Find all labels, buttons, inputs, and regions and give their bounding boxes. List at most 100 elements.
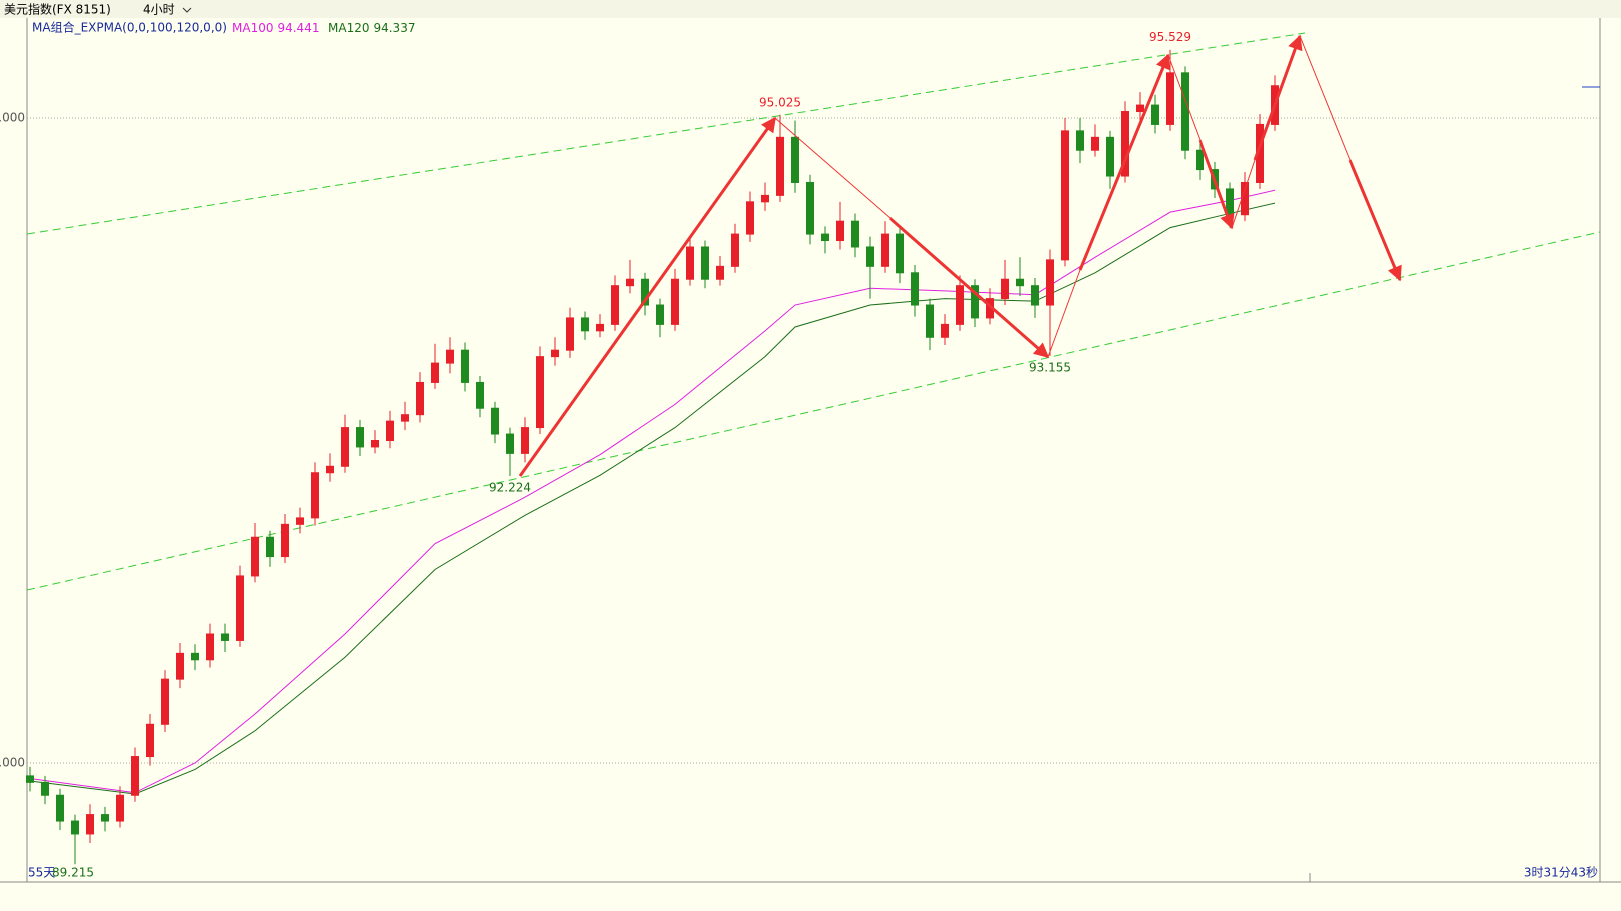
candle-body — [941, 323, 949, 338]
candle-body — [551, 349, 559, 358]
candle-body — [341, 427, 349, 467]
header-bar — [0, 0, 1621, 18]
candle-body — [746, 201, 754, 235]
candle-body — [371, 439, 379, 448]
legend-entry: MA100 94.441 — [232, 21, 319, 35]
arrow — [1167, 54, 1201, 141]
arrow — [1078, 53, 1170, 271]
arrow — [1348, 159, 1402, 282]
ma-line — [29, 189, 1276, 794]
y-tick-label: 90.000 — [0, 755, 25, 769]
candle-body — [1016, 278, 1024, 287]
arrow — [1253, 34, 1303, 161]
candle-body — [26, 775, 34, 783]
candle-body — [761, 194, 769, 203]
candle-body — [1091, 136, 1099, 151]
arrow — [1047, 269, 1081, 358]
candle-body — [326, 465, 334, 474]
candle-body — [56, 794, 64, 822]
candle-body — [71, 820, 79, 835]
candle-body — [626, 278, 634, 287]
candle-body — [851, 220, 859, 248]
candle-body — [1106, 136, 1114, 177]
ma-line — [29, 202, 1276, 795]
candle-body — [416, 381, 424, 416]
candle-body — [701, 246, 709, 280]
legend-name: MA120 — [328, 21, 369, 35]
candle-body — [611, 285, 619, 325]
candle-body — [1121, 111, 1129, 177]
candle-body — [86, 814, 94, 835]
peak-label: 95.529 — [1149, 30, 1191, 44]
candle-body — [1151, 104, 1159, 125]
candle-body — [911, 272, 919, 306]
candle-body — [1031, 285, 1039, 306]
candle-body — [656, 304, 664, 325]
candle-body — [101, 814, 109, 822]
candle-body — [161, 678, 169, 725]
candle-body — [881, 233, 889, 267]
period-dropdown[interactable] — [182, 7, 192, 13]
candle-body — [1241, 181, 1249, 216]
candle-body — [476, 381, 484, 409]
candle-body — [191, 652, 199, 661]
arrow — [889, 216, 1050, 359]
candle-body — [641, 278, 649, 306]
candle-body — [566, 317, 574, 351]
candle-body — [536, 356, 544, 429]
arrow — [774, 117, 891, 219]
legend-value: 94.441 — [277, 21, 319, 35]
candle-body — [116, 794, 124, 822]
y-tick-label: 95.000 — [0, 110, 25, 124]
candle-body — [311, 472, 319, 519]
candle-body — [521, 427, 529, 454]
candle-body — [671, 278, 679, 325]
candle-body — [1136, 104, 1144, 113]
peak-label: 95.025 — [759, 95, 801, 109]
candle-body — [356, 427, 364, 448]
candle-body — [506, 433, 514, 454]
symbol: 美元指数(FX 8151) — [4, 2, 111, 17]
candle-body — [1076, 130, 1084, 151]
legend-entry: MA120 94.337 — [328, 21, 415, 35]
candle-body — [1061, 130, 1069, 261]
trough-label: 92.224 — [489, 481, 531, 495]
candle-body — [1181, 72, 1189, 151]
candle-body — [866, 246, 874, 267]
candle-body — [461, 349, 469, 383]
candle-body — [491, 407, 499, 435]
channel-upper — [26, 32, 1306, 235]
candle-body — [401, 414, 409, 422]
candle-body — [251, 536, 259, 577]
legend-name: MA100 — [232, 21, 273, 35]
candle-body — [146, 723, 154, 758]
candle-body — [791, 136, 799, 183]
channel-lower — [26, 231, 1601, 591]
candle-body — [596, 323, 604, 332]
candle-body — [1226, 188, 1234, 216]
candle-body — [281, 523, 289, 558]
candle-body — [386, 420, 394, 441]
candle-body — [731, 233, 739, 267]
candle-body — [716, 265, 724, 280]
candle-body — [956, 285, 964, 325]
candle-body — [446, 349, 454, 364]
candle-body — [686, 246, 694, 280]
arrow — [518, 116, 777, 477]
candle-body — [1166, 72, 1174, 125]
countdown: 3时31分43秒 — [1524, 866, 1598, 880]
candle-body — [896, 233, 904, 274]
days: 55天 — [28, 866, 55, 880]
candle-body — [236, 575, 244, 641]
candle-body — [206, 633, 214, 661]
lowest-price: 89.215 — [52, 866, 94, 880]
candle-body — [296, 517, 304, 525]
candle-body — [776, 136, 784, 196]
candle-body — [926, 304, 934, 338]
candle-body — [1001, 278, 1009, 300]
period[interactable]: 4小时 — [143, 3, 175, 17]
candle-body — [836, 220, 844, 242]
candle-body — [431, 362, 439, 383]
